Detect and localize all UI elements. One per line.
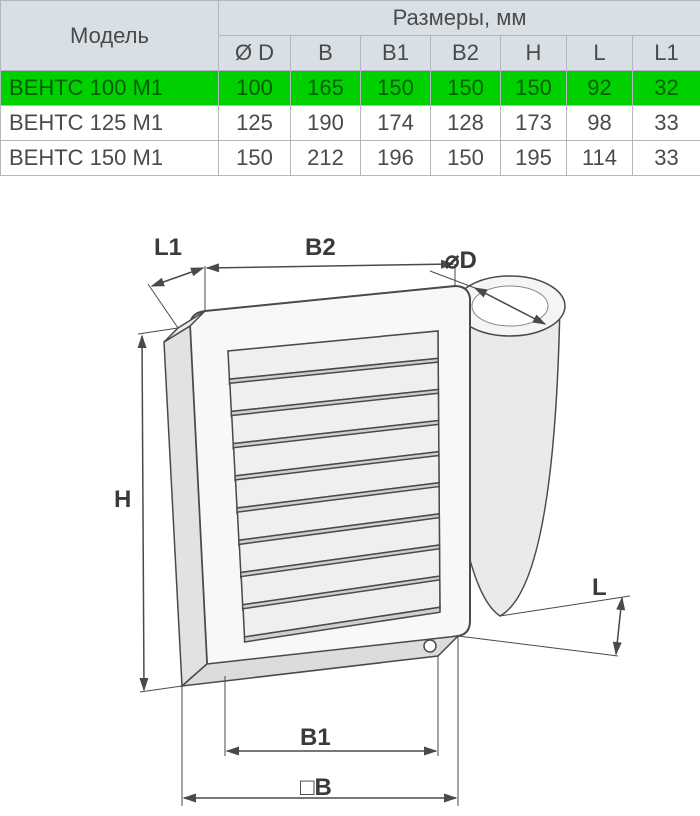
label-l1: L1 [154, 234, 182, 262]
value-cell: 150 [431, 71, 501, 106]
col-d: Ø D [219, 36, 291, 71]
value-cell: 33 [633, 141, 700, 176]
model-cell: ВЕНТС 150 М1 [1, 141, 219, 176]
dim-b2 [207, 264, 455, 286]
col-b: B [291, 36, 361, 71]
col-l: L [567, 36, 633, 71]
value-cell: 195 [501, 141, 567, 176]
label-b2: B2 [305, 234, 336, 262]
col-b1: B1 [361, 36, 431, 71]
value-cell: 190 [291, 106, 361, 141]
value-cell: 150 [431, 141, 501, 176]
value-cell: 196 [361, 141, 431, 176]
dim-l [458, 596, 630, 656]
value-cell: 92 [567, 71, 633, 106]
dimensions-table: Модель Размеры, мм Ø D B B1 B2 H L L1 ВЕ… [0, 0, 700, 176]
col-l1: L1 [633, 36, 700, 71]
value-cell: 173 [501, 106, 567, 141]
value-cell: 33 [633, 106, 700, 141]
model-cell: ВЕНТС 125 М1 [1, 106, 219, 141]
table-body: ВЕНТС 100 М11001651501501509232ВЕНТС 125… [1, 71, 700, 176]
value-cell: 32 [633, 71, 700, 106]
value-cell: 114 [567, 141, 633, 176]
table-row: ВЕНТС 125 М11251901741281739833 [1, 106, 700, 141]
label-b: □B [300, 774, 332, 802]
value-cell: 98 [567, 106, 633, 141]
table-row: ВЕНТС 150 М115021219615019511433 [1, 141, 700, 176]
louvers [228, 331, 440, 642]
value-cell: 165 [291, 71, 361, 106]
diagram-svg [0, 216, 700, 816]
indicator-dot [424, 640, 436, 652]
label-l: L [592, 574, 607, 602]
model-cell: ВЕНТС 100 М1 [1, 71, 219, 106]
col-h: H [501, 36, 567, 71]
value-cell: 150 [219, 141, 291, 176]
table-row: ВЕНТС 100 М11001651501501509232 [1, 71, 700, 106]
header-dimensions: Размеры, мм [219, 1, 700, 36]
value-cell: 212 [291, 141, 361, 176]
value-cell: 150 [501, 71, 567, 106]
value-cell: 174 [361, 106, 431, 141]
technical-diagram: L1 B2 ⌀D H L B1 □B [0, 216, 700, 816]
header-model: Модель [1, 1, 219, 71]
label-b1: B1 [300, 724, 331, 752]
value-cell: 125 [219, 106, 291, 141]
value-cell: 100 [219, 71, 291, 106]
label-d: ⌀D [445, 246, 477, 275]
value-cell: 150 [361, 71, 431, 106]
label-h: H [114, 486, 131, 514]
value-cell: 128 [431, 106, 501, 141]
col-b2: B2 [431, 36, 501, 71]
